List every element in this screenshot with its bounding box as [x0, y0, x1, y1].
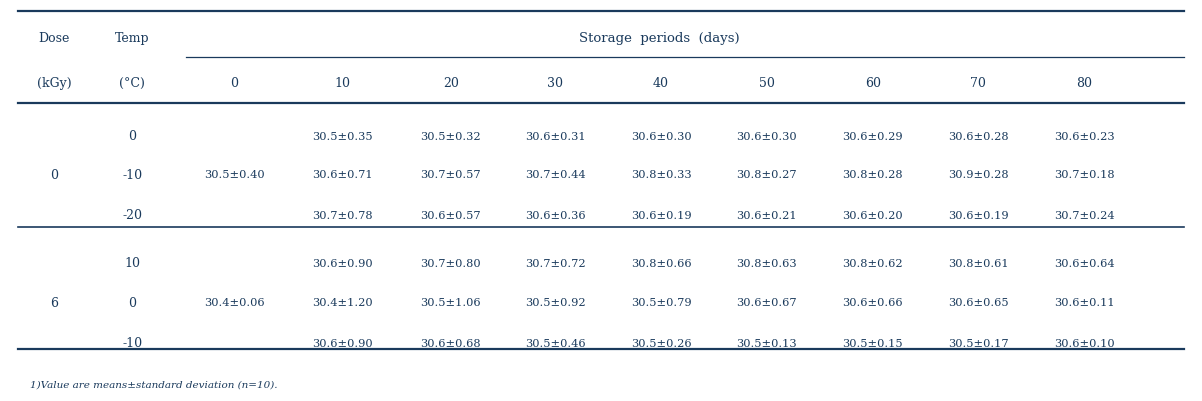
Text: 30.8±0.62: 30.8±0.62	[843, 259, 903, 269]
Text: 50: 50	[758, 77, 775, 89]
Text: 30.6±0.30: 30.6±0.30	[737, 132, 797, 142]
Text: 30.6±0.67: 30.6±0.67	[737, 298, 797, 308]
Text: 30.6±0.68: 30.6±0.68	[421, 339, 481, 349]
Text: 30.7±0.57: 30.7±0.57	[421, 170, 481, 180]
Text: 30.7±0.80: 30.7±0.80	[421, 259, 481, 269]
Text: 6: 6	[50, 297, 58, 310]
Text: 30.6±0.23: 30.6±0.23	[1054, 132, 1114, 142]
Text: 30.6±0.90: 30.6±0.90	[313, 259, 373, 269]
Text: 30.8±0.28: 30.8±0.28	[843, 170, 903, 180]
Text: 30.5±0.15: 30.5±0.15	[843, 339, 903, 349]
Text: (°C): (°C)	[119, 77, 145, 89]
Text: 30.6±0.29: 30.6±0.29	[843, 132, 903, 142]
Text: 30.7±0.72: 30.7±0.72	[525, 259, 585, 269]
Text: 30.6±0.64: 30.6±0.64	[1054, 259, 1114, 269]
Text: 30.8±0.61: 30.8±0.61	[948, 259, 1008, 269]
Text: Storage  periods  (days): Storage periods (days)	[579, 32, 739, 45]
Text: 30.6±0.65: 30.6±0.65	[948, 298, 1008, 308]
Text: 30.6±0.71: 30.6±0.71	[313, 170, 373, 180]
Text: 30.5±1.06: 30.5±1.06	[421, 298, 481, 308]
Text: 30.7±0.18: 30.7±0.18	[1054, 170, 1114, 180]
Text: 0: 0	[129, 130, 136, 143]
Text: 30.4±1.20: 30.4±1.20	[313, 298, 373, 308]
Text: 60: 60	[864, 77, 881, 89]
Text: 30.6±0.11: 30.6±0.11	[1054, 298, 1114, 308]
Text: 30.6±0.31: 30.6±0.31	[525, 132, 585, 142]
Text: 30.6±0.10: 30.6±0.10	[1054, 339, 1114, 349]
Text: 20: 20	[442, 77, 459, 89]
Text: 30.4±0.06: 30.4±0.06	[204, 298, 264, 308]
Text: 30.5±0.40: 30.5±0.40	[204, 170, 264, 180]
Text: 70: 70	[970, 77, 987, 89]
Text: 30.5±0.26: 30.5±0.26	[631, 339, 691, 349]
Text: 30.8±0.66: 30.8±0.66	[631, 259, 691, 269]
Text: 30.6±0.90: 30.6±0.90	[313, 339, 373, 349]
Text: 30.5±0.92: 30.5±0.92	[525, 298, 585, 308]
Text: 0: 0	[129, 297, 136, 310]
Text: 30.5±0.46: 30.5±0.46	[525, 339, 585, 349]
Text: 30.8±0.33: 30.8±0.33	[631, 170, 691, 180]
Text: 0: 0	[50, 169, 58, 182]
Text: 30.6±0.30: 30.6±0.30	[631, 132, 691, 142]
Text: 10: 10	[334, 77, 351, 89]
Text: 40: 40	[653, 77, 670, 89]
Text: 30.6±0.21: 30.6±0.21	[737, 211, 797, 221]
Text: 80: 80	[1076, 77, 1093, 89]
Text: 30.5±0.35: 30.5±0.35	[313, 132, 373, 142]
Text: 30.9±0.28: 30.9±0.28	[948, 170, 1008, 180]
Text: -10: -10	[123, 169, 142, 182]
Text: 30.6±0.19: 30.6±0.19	[631, 211, 691, 221]
Text: 30: 30	[547, 77, 564, 89]
Text: 30.7±0.44: 30.7±0.44	[525, 170, 585, 180]
Text: Dose: Dose	[38, 32, 70, 45]
Text: 30.8±0.27: 30.8±0.27	[737, 170, 797, 180]
Text: 1)Value are means±standard deviation (n=10).: 1)Value are means±standard deviation (n=…	[30, 381, 278, 390]
Text: 30.6±0.19: 30.6±0.19	[948, 211, 1008, 221]
Text: 10: 10	[124, 257, 141, 270]
Text: 30.8±0.63: 30.8±0.63	[737, 259, 797, 269]
Text: 30.6±0.36: 30.6±0.36	[525, 211, 585, 221]
Text: 30.5±0.13: 30.5±0.13	[737, 339, 797, 349]
Text: Temp: Temp	[115, 32, 149, 45]
Text: 30.7±0.78: 30.7±0.78	[313, 211, 373, 221]
Text: 0: 0	[231, 77, 238, 89]
Text: 30.6±0.66: 30.6±0.66	[843, 298, 903, 308]
Text: 30.5±0.32: 30.5±0.32	[421, 132, 481, 142]
Text: 30.6±0.20: 30.6±0.20	[843, 211, 903, 221]
Text: 30.5±0.17: 30.5±0.17	[948, 339, 1008, 349]
Text: 30.6±0.28: 30.6±0.28	[948, 132, 1008, 142]
Text: 30.7±0.24: 30.7±0.24	[1054, 211, 1114, 221]
Text: -20: -20	[123, 209, 142, 222]
Text: 30.5±0.79: 30.5±0.79	[631, 298, 691, 308]
Text: (kGy): (kGy)	[37, 77, 71, 89]
Text: -10: -10	[123, 337, 142, 350]
Text: 30.6±0.57: 30.6±0.57	[421, 211, 481, 221]
